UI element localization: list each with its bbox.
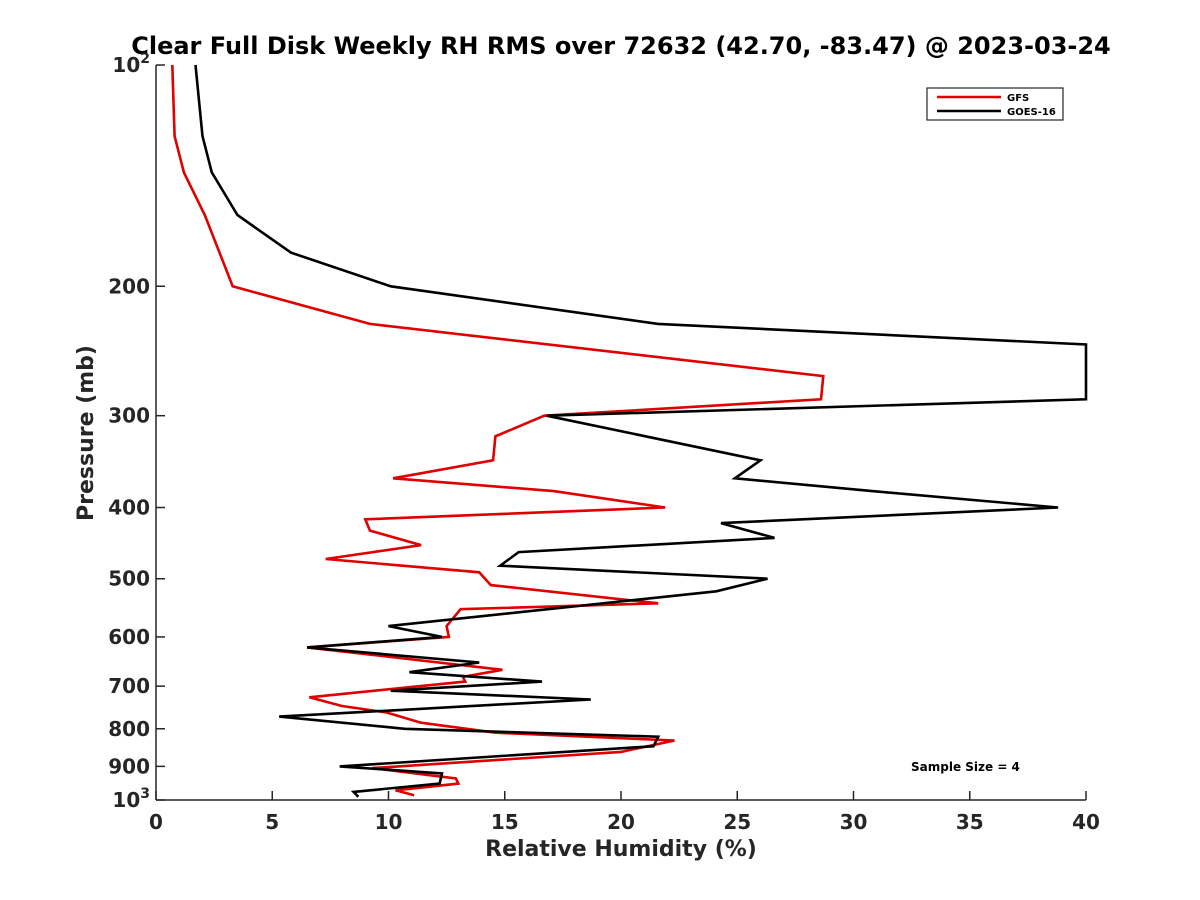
y-tick-label: 300 <box>108 404 150 428</box>
legend-label-goes16: GOES-16 <box>1007 107 1056 118</box>
legend-label-gfs: GFS <box>1007 93 1029 104</box>
y-tick-label: 800 <box>108 717 150 741</box>
x-tick-label: 40 <box>1072 810 1100 834</box>
y-tick-label: 700 <box>108 674 150 698</box>
y-tick-label: 600 <box>108 625 150 649</box>
x-tick-label: 20 <box>607 810 635 834</box>
legend: GFS GOES-16 <box>926 87 1064 121</box>
x-tick-label: 30 <box>840 810 868 834</box>
y-tick-label: 200 <box>108 274 150 298</box>
legend-box <box>926 87 1064 121</box>
x-tick-label: 15 <box>491 810 519 834</box>
x-tick-label: 5 <box>265 810 279 834</box>
x-tick-label: 35 <box>956 810 984 834</box>
y-tick-label: 500 <box>108 567 150 591</box>
y-axis-label: Pressure (mb) <box>74 345 99 521</box>
x-tick-label: 25 <box>723 810 751 834</box>
x-tick-label: 10 <box>375 810 403 834</box>
y-tick-label: 400 <box>108 496 150 520</box>
y-tick-label: 900 <box>108 754 150 778</box>
chart-title: Clear Full Disk Weekly RH RMS over 72632… <box>131 32 1111 60</box>
x-axis-label: Relative Humidity (%) <box>485 837 757 862</box>
x-ticks: 0 5 10 15 20 25 30 35 40 <box>149 791 1100 834</box>
sample-size-annotation: Sample Size = 4 <box>911 760 1020 774</box>
x-tick-label: 0 <box>149 810 163 834</box>
series-line-gfs <box>171 64 825 797</box>
plot-lines <box>171 64 1088 798</box>
series-line-goes-16 <box>194 64 1088 798</box>
